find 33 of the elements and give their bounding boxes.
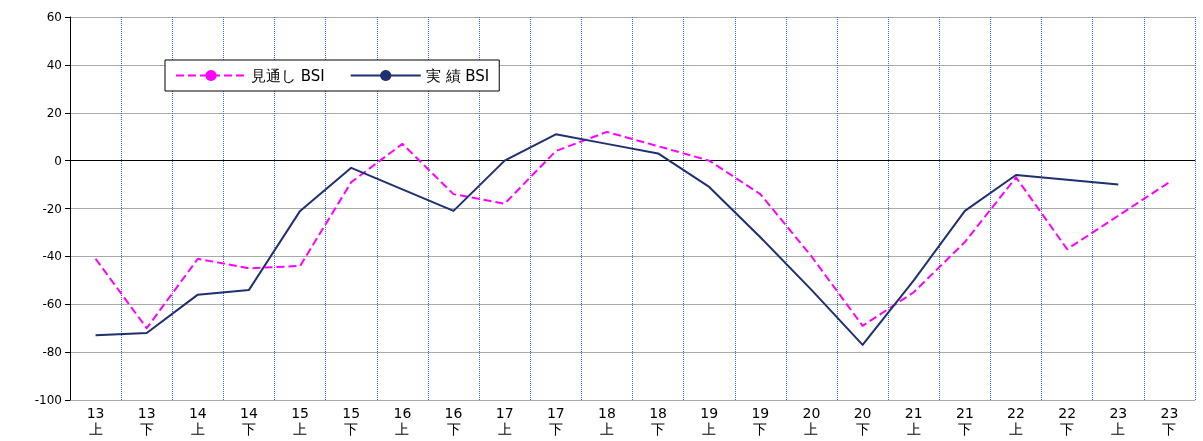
legend-label: 実 績 BSI — [425, 66, 490, 85]
x-tick-label: 20 上 — [802, 405, 821, 437]
y-tick-label: 20 — [46, 105, 62, 120]
x-tick-label: 13 下 — [137, 405, 156, 437]
x-tick-label: 14 上 — [188, 405, 207, 437]
x-tick-label: 19 下 — [751, 405, 770, 437]
x-tick-label: 21 上 — [904, 405, 923, 437]
x-tick-label: 16 下 — [444, 405, 463, 437]
y-tick-label: -100 — [34, 393, 62, 407]
y-tick-label: -40 — [42, 249, 62, 264]
x-tick-label: 23 上 — [1109, 405, 1128, 437]
y-tick-label: -60 — [42, 297, 62, 312]
x-tick-label: 16 上 — [393, 405, 412, 437]
y-tick-label: 60 — [46, 10, 62, 24]
x-tick-label: 17 下 — [546, 405, 565, 437]
x-tick-label: 23 下 — [1160, 405, 1179, 437]
y-tick-label: -20 — [42, 201, 62, 216]
y-tick-label: 40 — [46, 57, 62, 72]
x-tick-label: 15 上 — [291, 405, 310, 437]
legend-label: 見通し BSI — [251, 66, 325, 85]
x-tick-label: 14 下 — [240, 405, 258, 437]
x-tick-label: 13 上 — [86, 405, 105, 437]
x-tick-label: 20 下 — [853, 405, 872, 437]
x-tick-label: 22 上 — [1007, 405, 1025, 437]
y-tick-label: -80 — [42, 345, 62, 360]
y-tick-label: 0 — [54, 153, 62, 168]
x-tick-label: 19 上 — [700, 405, 719, 437]
x-tick-label: 18 下 — [649, 405, 667, 437]
x-tick-label: 22 下 — [1058, 405, 1077, 437]
x-tick-label: 17 上 — [495, 405, 514, 437]
x-tick-label: 15 下 — [342, 405, 361, 437]
x-tick-label: 21 下 — [955, 405, 974, 437]
x-tick-label: 18 上 — [598, 405, 616, 437]
